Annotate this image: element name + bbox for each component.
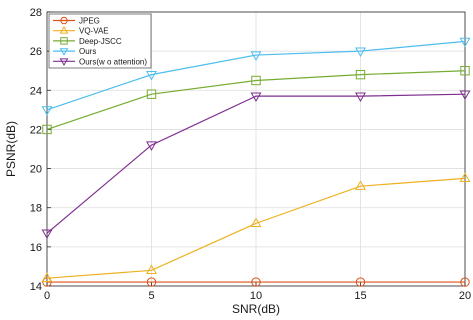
y-tick-label: 18 (30, 203, 42, 215)
legend-marker (60, 16, 68, 25)
data-point (355, 277, 366, 287)
legend-label: Deep-JSCC (79, 37, 122, 46)
y-tick-label: 22 (30, 124, 42, 136)
legend-marker (59, 58, 69, 66)
legend-item: Deep-JSCC (53, 37, 122, 46)
data-point (250, 92, 262, 102)
legend-item: Ours (53, 47, 96, 56)
data-point (41, 272, 53, 282)
x-tick-label: 15 (354, 290, 366, 302)
y-axis-label: PSNR(dB) (4, 121, 18, 177)
x-tick-label: 20 (459, 290, 471, 302)
data-point (250, 51, 262, 61)
data-point (355, 92, 366, 102)
data-point (460, 277, 470, 287)
data-point (146, 264, 157, 274)
data-point (355, 180, 366, 190)
data-point (146, 277, 157, 287)
axis-ticks: 14 16 18 20 22 24 26 28 0 5 10 15 20 (30, 7, 471, 302)
x-tick-label: 10 (250, 290, 262, 302)
legend-marker (59, 26, 69, 34)
data-point (250, 217, 262, 228)
y-tick-label: 24 (30, 85, 42, 97)
series-3 (41, 37, 471, 116)
data-point (146, 141, 157, 151)
data-point (355, 47, 366, 57)
legend-label: JPEG (79, 17, 100, 26)
data-point (459, 172, 471, 183)
series-lines (41, 37, 471, 287)
legend-label: Ours(w o attention) (79, 57, 147, 66)
series-line (46, 177, 466, 279)
series-1 (41, 172, 471, 282)
data-point (459, 37, 471, 48)
legend-item: JPEG (53, 17, 100, 26)
y-tick-label: 28 (30, 7, 42, 19)
series-line (46, 93, 466, 234)
x-axis-label: SNR(dB) (232, 302, 280, 316)
data-point (146, 70, 157, 81)
series-2 (42, 66, 470, 135)
data-point (355, 69, 366, 80)
legend-label: VQ-VAE (79, 27, 109, 36)
legend-marker (60, 37, 68, 45)
y-tick-label: 26 (30, 46, 42, 58)
x-tick-label: 0 (44, 290, 50, 302)
series-4 (41, 90, 471, 239)
legend-marker (59, 48, 69, 56)
data-point (251, 75, 261, 86)
legend-label: Ours (79, 47, 96, 56)
y-tick-label: 20 (30, 164, 42, 176)
series-line (46, 40, 466, 111)
y-tick-label: 14 (30, 281, 42, 293)
legend-item: Ours(w o attention) (53, 57, 147, 66)
data-point (146, 89, 157, 99)
legend-item: VQ-VAE (53, 26, 109, 36)
data-point (42, 124, 52, 135)
data-point (460, 66, 470, 76)
y-tick-label: 16 (30, 242, 42, 254)
data-point (251, 277, 261, 287)
x-tick-label: 5 (148, 290, 154, 302)
series-0 (42, 277, 470, 287)
series-line (46, 70, 466, 130)
data-point (459, 90, 471, 101)
data-point (41, 229, 53, 239)
data-point (41, 106, 53, 116)
